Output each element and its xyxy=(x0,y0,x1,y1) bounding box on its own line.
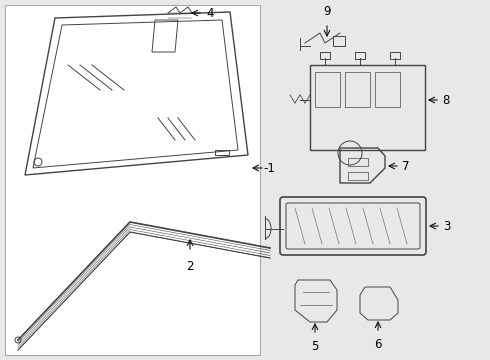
Bar xyxy=(375,72,400,107)
Bar xyxy=(345,72,370,107)
Bar xyxy=(315,72,340,107)
Bar xyxy=(215,150,229,155)
Text: 8: 8 xyxy=(442,94,449,107)
Text: 6: 6 xyxy=(374,338,382,351)
Text: 5: 5 xyxy=(311,340,318,353)
Bar xyxy=(355,52,365,59)
Bar xyxy=(348,158,368,166)
Text: 9: 9 xyxy=(323,5,331,18)
Text: 3: 3 xyxy=(443,220,450,233)
Bar xyxy=(348,172,368,180)
Bar xyxy=(320,52,330,59)
Bar xyxy=(5,5,260,355)
Text: 7: 7 xyxy=(402,159,410,172)
Bar xyxy=(333,36,345,46)
Bar xyxy=(310,65,425,150)
Bar xyxy=(390,52,400,59)
Text: 2: 2 xyxy=(186,260,194,273)
Text: 4: 4 xyxy=(206,6,214,19)
Text: -1: -1 xyxy=(263,162,275,175)
